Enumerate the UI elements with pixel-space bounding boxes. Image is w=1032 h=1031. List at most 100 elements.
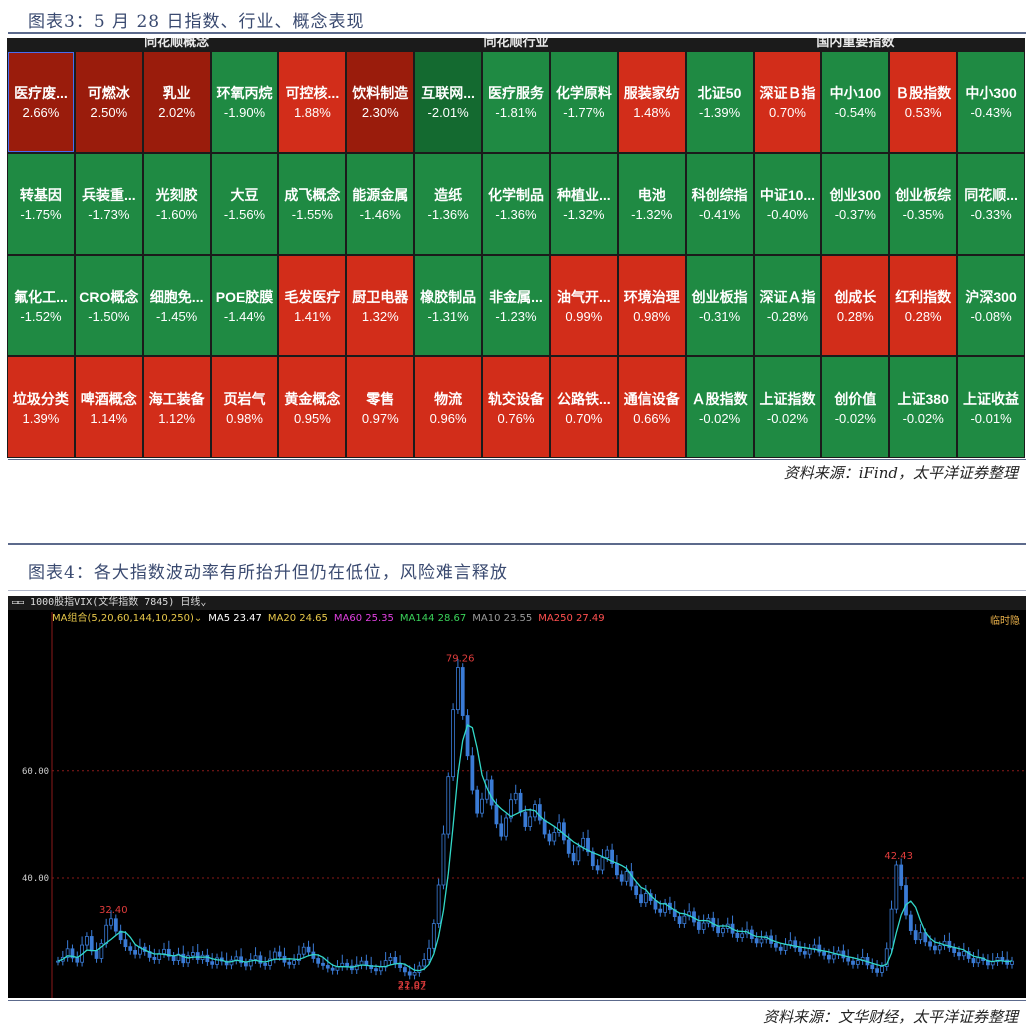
heatmap-cell[interactable]: 公路铁... 0.70% bbox=[549, 356, 618, 458]
heatmap-cell[interactable]: 大豆 -1.56% bbox=[210, 152, 279, 255]
candle-body bbox=[456, 667, 460, 711]
candle-body bbox=[239, 956, 243, 964]
heatmap-cell-name: 创成长 bbox=[834, 288, 877, 305]
heatmap-cell[interactable]: 通信设备 0.66% bbox=[617, 356, 686, 458]
heatmap-cell[interactable]: 电池 -1.32% bbox=[617, 152, 686, 255]
heatmap-cell[interactable]: 上证指数 -0.02% bbox=[753, 356, 822, 458]
heatmap-cell[interactable]: 零售 0.97% bbox=[346, 356, 415, 458]
heatmap-cell[interactable]: 北证50 -1.39% bbox=[685, 51, 754, 153]
candle-body bbox=[475, 789, 480, 814]
candle-body bbox=[971, 958, 976, 964]
candle-body bbox=[855, 960, 860, 965]
heatmap-cell[interactable]: 中小300 -0.43% bbox=[957, 51, 1025, 153]
heatmap-cell[interactable]: 轨交设备 0.76% bbox=[482, 356, 550, 458]
heatmap-cell[interactable]: 物流 0.96% bbox=[414, 356, 483, 458]
heatmap-cell[interactable]: 服装家纺 1.48% bbox=[617, 51, 686, 153]
heatmap-cell-name: 环境治理 bbox=[623, 288, 680, 305]
heatmap-cell-name: 造纸 bbox=[434, 187, 463, 204]
figure3-top-rule bbox=[8, 32, 1026, 34]
heatmap-cell[interactable]: POE胶膜 -1.44% bbox=[210, 254, 279, 357]
candle-body bbox=[976, 957, 981, 964]
heatmap-cell[interactable]: 啤酒概念 1.14% bbox=[74, 356, 143, 458]
heatmap-cell[interactable]: 非金属... -1.23% bbox=[482, 254, 550, 357]
heatmap-cell-name: 转基因 bbox=[19, 187, 62, 204]
heatmap-cell[interactable]: 互联网... -2.01% bbox=[414, 51, 483, 153]
heatmap-cell-name: 可燃冰 bbox=[87, 85, 130, 102]
ma-legend-item[interactable]: MA组合(5,20,60,144,10,250)⌄ bbox=[52, 613, 203, 624]
heatmap-cell[interactable]: 黄金概念 0.95% bbox=[278, 356, 347, 458]
heatmap-cell[interactable]: 创业板综 -0.35% bbox=[889, 152, 958, 255]
heatmap-cell-change: 0.28% bbox=[904, 308, 942, 324]
heatmap-cell[interactable]: 垃圾分类 1.39% bbox=[7, 356, 75, 458]
heatmap-cell[interactable]: 红利指数 0.28% bbox=[889, 254, 958, 357]
heatmap-cell[interactable]: 沪深300 -0.08% bbox=[957, 254, 1025, 357]
heatmap-cell-change: 1.12% bbox=[158, 410, 196, 426]
heatmap-cell[interactable]: 中证10... -0.40% bbox=[753, 152, 822, 255]
heatmap-cell[interactable]: 医疗服务 -1.81% bbox=[482, 51, 550, 153]
heatmap-cell[interactable]: 页岩气 0.98% bbox=[210, 356, 279, 458]
heatmap-cell[interactable]: 环境治理 0.98% bbox=[617, 254, 686, 357]
heatmap-cell[interactable]: 深证Ａ指 -0.28% bbox=[753, 254, 822, 357]
heatmap-cell[interactable]: 中小100 -0.54% bbox=[821, 51, 890, 153]
chart-header[interactable]: ▭▭ 1000股指VIX(文华指数 7845) 日线⌄ bbox=[8, 596, 1026, 610]
heatmap-cell-name: 饮料制造 bbox=[352, 85, 409, 102]
candle-body bbox=[634, 885, 639, 896]
candle-body bbox=[774, 943, 778, 948]
heatmap-cell[interactable]: 环氧丙烷 -1.90% bbox=[210, 51, 279, 153]
heatmap-cell[interactable]: 化学制品 -1.36% bbox=[482, 152, 550, 255]
heatmap-cell[interactable]: 厨卫电器 1.32% bbox=[346, 254, 415, 357]
heatmap-cell[interactable]: 创业300 -0.37% bbox=[821, 152, 890, 255]
heatmap-cell-change: -1.75% bbox=[20, 207, 62, 223]
heatmap-cell[interactable]: 海工装备 1.12% bbox=[142, 356, 211, 458]
heatmap-cell[interactable]: 毛发医疗 1.41% bbox=[278, 254, 347, 357]
heatmap-cell[interactable]: 成飞概念 -1.55% bbox=[278, 152, 347, 255]
candle-body bbox=[436, 884, 441, 925]
heatmap-cell-name: 黄金概念 bbox=[284, 390, 341, 407]
heatmap-cell[interactable]: 油气开... 0.99% bbox=[549, 254, 618, 357]
heatmap-cell[interactable]: 同花顺... -0.33% bbox=[957, 152, 1025, 255]
heatmap-cell[interactable]: 深证Ｂ指 0.70% bbox=[753, 51, 822, 153]
heatmap-cell[interactable]: 科创综指 -0.41% bbox=[685, 152, 754, 255]
hide-toggle[interactable]: 临时隐 bbox=[990, 616, 1020, 627]
candle-body bbox=[306, 946, 311, 953]
heatmap-cell[interactable]: 细胞免... -1.45% bbox=[142, 254, 211, 357]
candle-body bbox=[639, 894, 643, 904]
heatmap-cell[interactable]: 创业板指 -0.31% bbox=[685, 254, 754, 357]
candle-body bbox=[894, 864, 899, 910]
heatmap-cell[interactable]: 上证380 -0.02% bbox=[889, 356, 958, 458]
heatmap-cell[interactable]: 乳业 2.02% bbox=[142, 51, 211, 153]
heatmap-cell[interactable]: 可控核... 1.88% bbox=[278, 51, 347, 153]
candle-body bbox=[321, 962, 325, 966]
candle-body bbox=[263, 962, 268, 966]
heatmap-cell[interactable]: 饮料制造 2.30% bbox=[346, 51, 415, 153]
heatmap-cell[interactable]: 创价值 -0.02% bbox=[821, 356, 890, 458]
candle-body bbox=[277, 951, 282, 957]
heatmap-cell-change: -1.23% bbox=[495, 308, 537, 324]
candle-body bbox=[827, 954, 831, 960]
candle-body bbox=[875, 968, 879, 973]
heatmap-cell-change: -0.02% bbox=[766, 410, 809, 426]
candle-body bbox=[822, 951, 826, 956]
heatmap-cell[interactable]: 可燃冰 2.50% bbox=[74, 51, 143, 153]
heatmap-cell[interactable]: 氟化工... -1.52% bbox=[7, 254, 75, 357]
heatmap-cell[interactable]: 兵装重... -1.73% bbox=[74, 152, 143, 255]
heatmap-cell-change: -0.54% bbox=[834, 105, 876, 121]
candle-body bbox=[947, 940, 952, 949]
heatmap-cell[interactable]: 化学原料 -1.77% bbox=[549, 51, 618, 153]
heatmap-cell[interactable]: 种植业... -1.32% bbox=[549, 152, 618, 255]
heatmap-cell[interactable]: 橡胶制品 -1.31% bbox=[414, 254, 483, 357]
heatmap-cell[interactable]: 能源金属 -1.46% bbox=[346, 152, 415, 255]
heatmap-cell[interactable]: 造纸 -1.36% bbox=[414, 152, 483, 255]
heatmap-cell[interactable]: 上证收益 -0.01% bbox=[957, 356, 1025, 458]
heatmap-cell[interactable]: CRO概念 -1.50% bbox=[74, 254, 143, 357]
heatmap-cell-name: 通信设备 bbox=[623, 390, 680, 407]
heatmap-cell[interactable]: Ｂ股指数 0.53% bbox=[889, 51, 958, 153]
heatmap-cell[interactable]: Ａ股指数 -0.02% bbox=[685, 356, 754, 458]
heatmap-cell[interactable]: 转基因 -1.75% bbox=[7, 152, 75, 255]
heatmap-cell[interactable]: 医疗废... 2.66% bbox=[7, 51, 75, 153]
candle-body bbox=[104, 924, 109, 944]
ma-legend-item: MA20 24.65 bbox=[267, 613, 328, 624]
heatmap-cell[interactable]: 创成长 0.28% bbox=[821, 254, 890, 357]
heatmap-cell[interactable]: 光刻胶 -1.60% bbox=[142, 152, 211, 255]
ma-legend-item: MA60 25.35 bbox=[333, 613, 394, 624]
